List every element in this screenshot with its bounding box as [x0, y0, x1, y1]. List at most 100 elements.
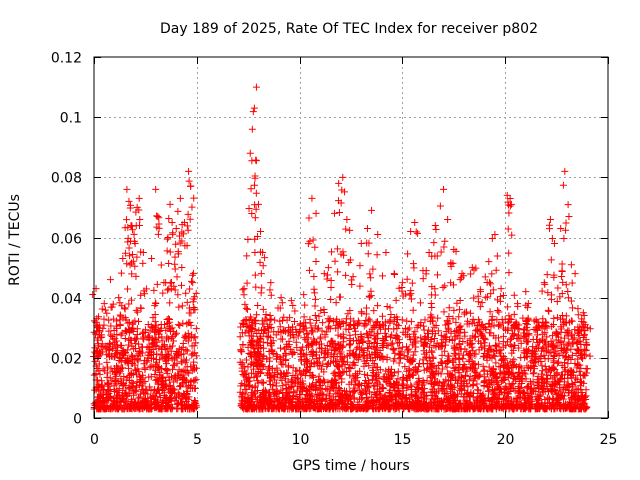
data-point [477, 395, 485, 403]
data-point [337, 332, 345, 340]
data-point [410, 339, 418, 347]
data-point [147, 386, 155, 394]
data-point [336, 293, 344, 301]
data-point [532, 326, 540, 334]
data-point [251, 214, 259, 222]
data-point [276, 304, 284, 312]
data-point [187, 381, 195, 389]
data-point [187, 321, 195, 329]
data-point [338, 378, 346, 386]
data-point [347, 276, 355, 284]
data-point [99, 324, 107, 332]
data-point [403, 376, 411, 384]
data-point [261, 315, 269, 323]
data-point [355, 404, 363, 412]
data-point [433, 405, 441, 413]
data-point [257, 270, 265, 278]
data-point [374, 318, 382, 326]
data-point [483, 383, 491, 391]
data-point [100, 315, 108, 323]
data-point [527, 363, 535, 371]
data-point [316, 384, 324, 392]
data-point [300, 368, 308, 376]
data-point [572, 374, 580, 382]
data-point [506, 385, 514, 393]
data-point [495, 308, 503, 316]
data-point [445, 352, 453, 360]
data-point [576, 337, 584, 345]
data-point [110, 399, 118, 407]
data-point [530, 317, 538, 325]
data-point [254, 379, 262, 387]
data-point [574, 355, 582, 363]
data-point [428, 391, 436, 399]
data-point [311, 322, 319, 330]
data-point [424, 326, 432, 334]
data-point [282, 375, 290, 383]
data-point [133, 352, 141, 360]
data-point [577, 382, 585, 390]
data-point [364, 344, 372, 352]
data-point [475, 318, 483, 326]
data-point [550, 395, 558, 403]
data-point [461, 328, 469, 336]
data-point [251, 325, 259, 333]
data-point [351, 387, 359, 395]
y-tick-label: 0.04 [51, 292, 82, 308]
data-point [407, 295, 415, 303]
data-point [188, 384, 196, 392]
data-point [330, 405, 338, 413]
data-point [252, 189, 260, 197]
data-point [269, 381, 277, 389]
data-point [243, 356, 251, 364]
data-point [415, 374, 423, 382]
data-point [286, 314, 294, 322]
data-point [405, 365, 413, 373]
data-point [187, 309, 195, 317]
data-point [496, 297, 504, 305]
data-point [280, 313, 288, 321]
data-point [485, 346, 493, 354]
data-point [170, 353, 178, 361]
data-point [120, 398, 128, 406]
data-point [136, 393, 144, 401]
data-point [347, 378, 355, 386]
data-point [530, 365, 538, 373]
data-point [519, 314, 527, 322]
data-point [246, 339, 254, 347]
data-point [254, 395, 262, 403]
data-point [505, 249, 513, 257]
data-point [448, 371, 456, 379]
data-point [255, 405, 263, 413]
data-point [533, 345, 541, 353]
data-point [534, 395, 542, 403]
data-point [474, 386, 482, 394]
data-point [441, 347, 449, 355]
data-point [294, 332, 302, 340]
data-point [471, 350, 479, 358]
data-point [438, 351, 446, 359]
data-point [451, 344, 459, 352]
data-point [321, 333, 329, 341]
data-point [303, 330, 311, 338]
data-point [133, 402, 141, 410]
data-point [326, 316, 334, 324]
data-point [516, 374, 524, 382]
data-point [538, 400, 546, 408]
data-point [264, 339, 272, 347]
data-point [568, 396, 576, 404]
data-point [281, 396, 289, 404]
data-point [130, 230, 138, 238]
data-point [457, 345, 465, 353]
data-point [278, 317, 286, 325]
data-point [108, 333, 116, 341]
data-point [109, 300, 117, 308]
data-point [373, 344, 381, 352]
data-point [551, 379, 559, 387]
data-point [416, 321, 424, 329]
data-point [283, 340, 291, 348]
data-point [411, 333, 419, 341]
data-point [151, 328, 159, 336]
data-point [579, 396, 587, 404]
data-point [434, 314, 442, 322]
